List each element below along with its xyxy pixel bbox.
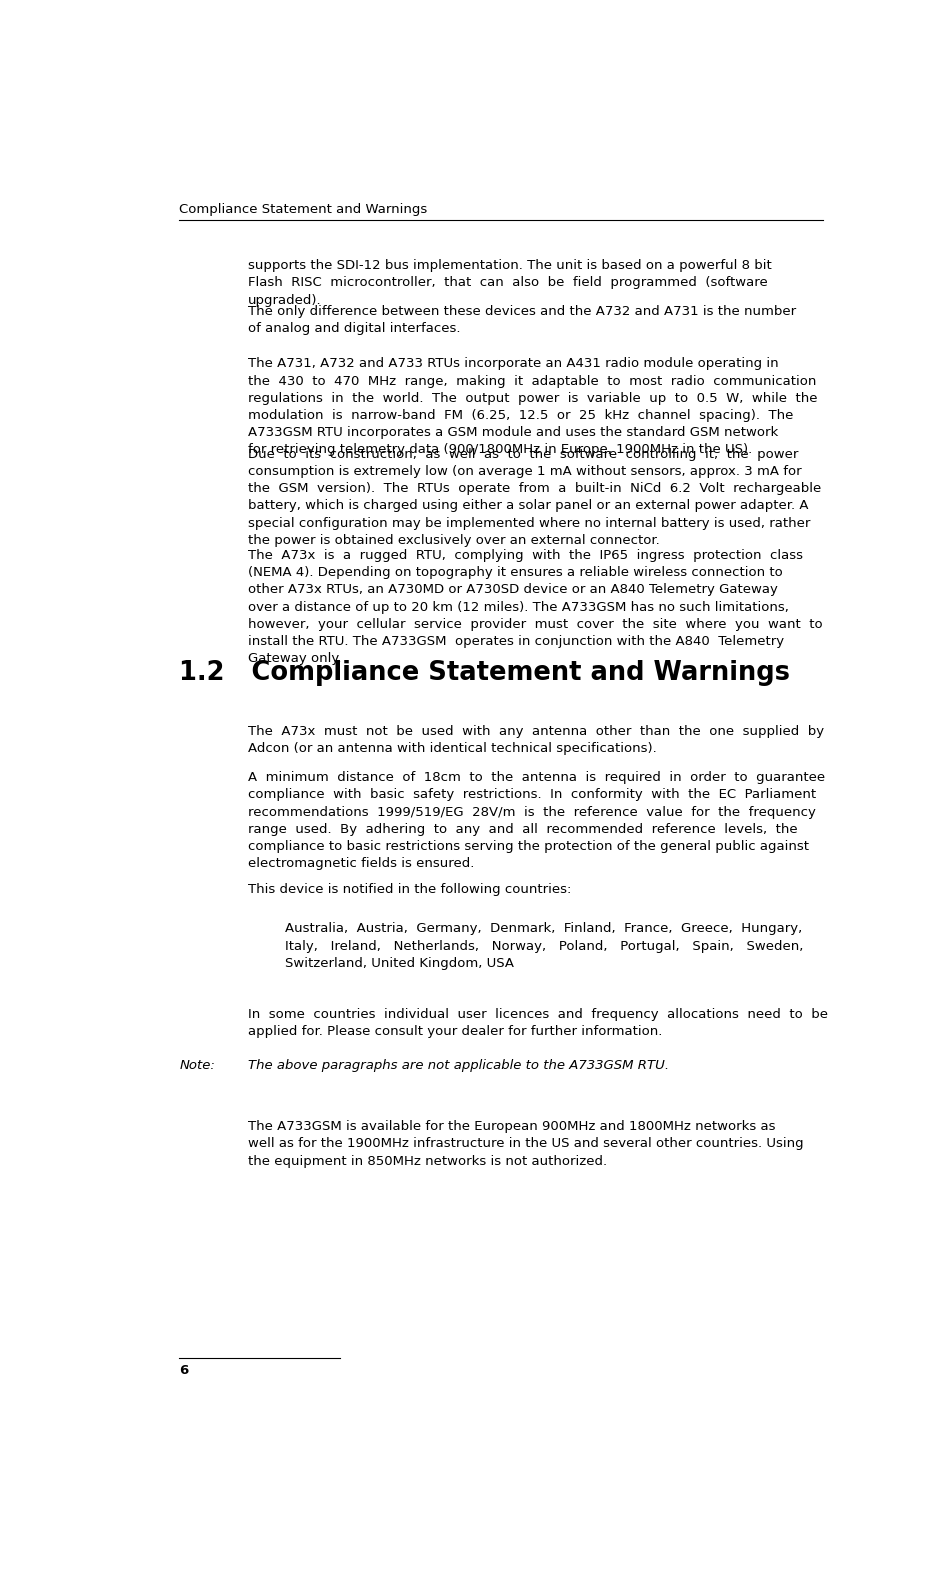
Text: A  minimum  distance  of  18cm  to  the  antenna  is  required  in  order  to  g: A minimum distance of 18cm to the antenn…: [248, 772, 825, 870]
Text: In  some  countries  individual  user  licences  and  frequency  allocations  ne: In some countries individual user licenc…: [248, 1008, 828, 1038]
Text: Australia,  Austria,  Germany,  Denmark,  Finland,  France,  Greece,  Hungary,
I: Australia, Austria, Germany, Denmark, Fi…: [284, 922, 803, 970]
Text: supports the SDI-12 bus implementation. The unit is based on a powerful 8 bit
Fl: supports the SDI-12 bus implementation. …: [248, 260, 771, 306]
Text: The A733GSM is available for the European 900MHz and 1800MHz networks as
well as: The A733GSM is available for the Europea…: [248, 1121, 804, 1168]
Text: Note:: Note:: [180, 1059, 215, 1071]
Text: The only difference between these devices and the A732 and A731 is the number
of: The only difference between these device…: [248, 304, 796, 334]
Text: Due  to  its  construction,  as  well  as  to  the  software  controlling  it,  : Due to its construction, as well as to t…: [248, 447, 821, 547]
Text: The above paragraphs are not applicable to the A733GSM RTU.: The above paragraphs are not applicable …: [248, 1059, 669, 1071]
Text: 1.2   Compliance Statement and Warnings: 1.2 Compliance Statement and Warnings: [180, 659, 790, 686]
Text: The  A73x  must  not  be  used  with  any  antenna  other  than  the  one  suppl: The A73x must not be used with any anten…: [248, 724, 824, 754]
Text: This device is notified in the following countries:: This device is notified in the following…: [248, 883, 572, 897]
Text: The A731, A732 and A733 RTUs incorporate an A431 radio module operating in
the  : The A731, A732 and A733 RTUs incorporate…: [248, 357, 817, 456]
Text: Compliance Statement and Warnings: Compliance Statement and Warnings: [180, 203, 428, 217]
Text: The  A73x  is  a  rugged  RTU,  complying  with  the  IP65  ingress  protection : The A73x is a rugged RTU, complying with…: [248, 548, 823, 666]
Text: 6: 6: [180, 1365, 188, 1377]
